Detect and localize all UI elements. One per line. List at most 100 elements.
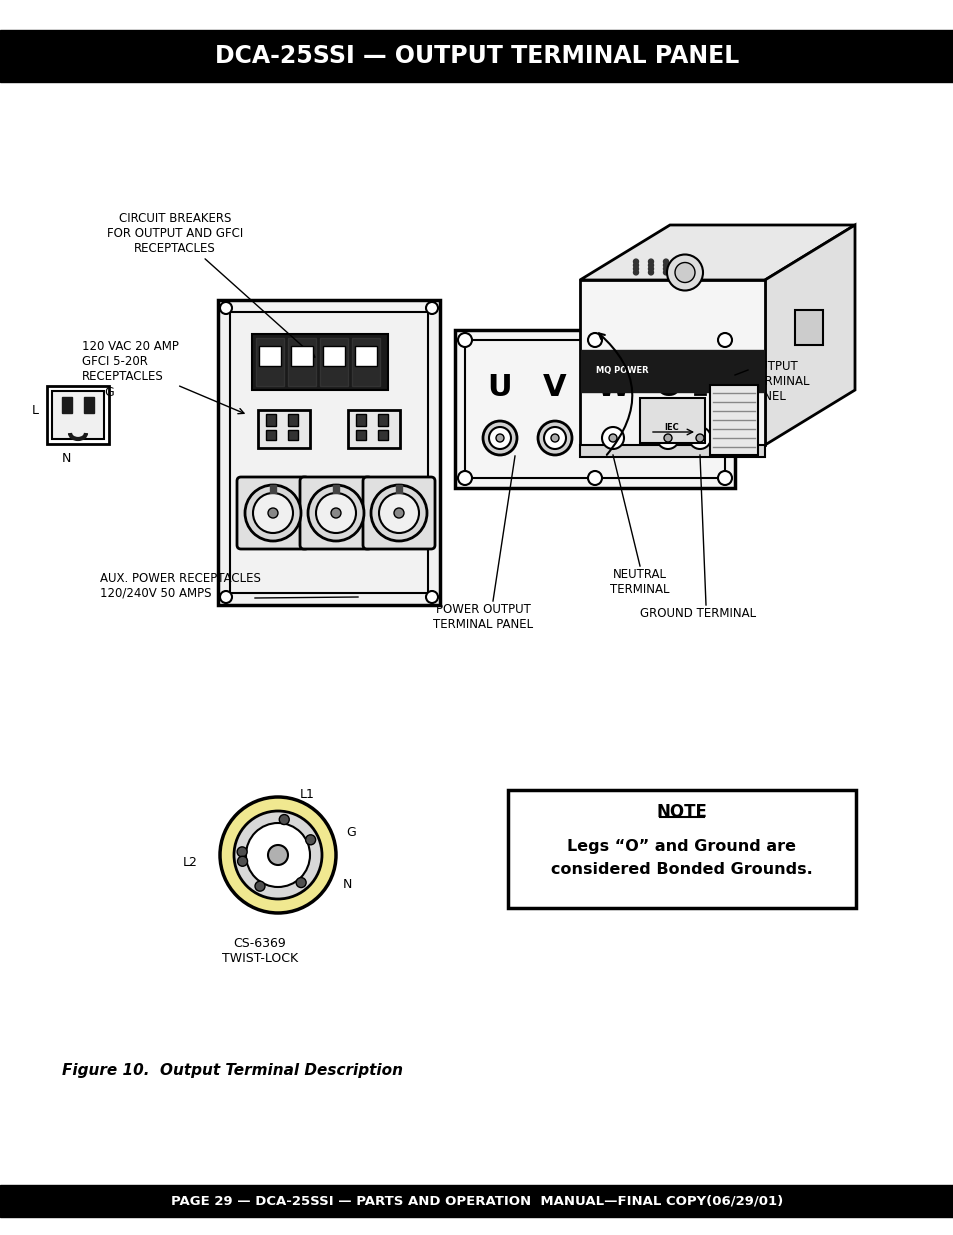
Circle shape	[315, 493, 355, 534]
Bar	[464, 340, 724, 478]
Bar	[395, 485, 401, 493]
Bar	[84, 396, 94, 412]
Circle shape	[587, 471, 601, 485]
Bar	[0, 1186, 953, 1216]
Bar	[62, 396, 71, 412]
Text: POWER OUTPUT
TERMINAL PANEL: POWER OUTPUT TERMINAL PANEL	[433, 603, 533, 631]
Circle shape	[678, 259, 682, 264]
Circle shape	[648, 263, 653, 268]
Circle shape	[718, 333, 731, 347]
Text: G: G	[346, 826, 355, 840]
Circle shape	[482, 421, 517, 454]
Text: CS-6369
TWIST-LOCK: CS-6369 TWIST-LOCK	[222, 937, 297, 965]
Circle shape	[220, 592, 232, 603]
Bar	[319, 338, 348, 387]
Circle shape	[220, 797, 335, 913]
Circle shape	[718, 471, 731, 485]
Bar	[218, 300, 439, 605]
Circle shape	[233, 811, 322, 899]
Bar	[352, 338, 379, 387]
Circle shape	[648, 267, 653, 272]
Circle shape	[331, 508, 340, 517]
Bar	[580, 350, 763, 391]
Circle shape	[601, 427, 623, 450]
Text: MQ POWER: MQ POWER	[595, 367, 648, 375]
Bar	[288, 430, 297, 440]
Circle shape	[489, 427, 511, 450]
Circle shape	[608, 433, 617, 442]
Circle shape	[633, 263, 638, 268]
Text: X: X	[252, 869, 259, 881]
Circle shape	[688, 427, 710, 450]
Circle shape	[633, 270, 638, 275]
Bar	[288, 338, 315, 387]
Circle shape	[496, 433, 503, 442]
Text: 120 VAC 20 AMP
GFCI 5-20R
RECEPTACLES: 120 VAC 20 AMP GFCI 5-20R RECEPTACLES	[82, 340, 179, 383]
FancyBboxPatch shape	[236, 477, 309, 550]
Circle shape	[648, 259, 653, 264]
Circle shape	[657, 427, 679, 450]
Circle shape	[675, 263, 695, 283]
Text: Legs “O” and Ground are
considered Bonded Grounds.: Legs “O” and Ground are considered Bonde…	[551, 840, 812, 877]
Circle shape	[268, 508, 277, 517]
Circle shape	[308, 485, 364, 541]
Circle shape	[662, 263, 668, 268]
Circle shape	[426, 592, 437, 603]
Polygon shape	[579, 225, 854, 280]
Text: G: G	[104, 387, 113, 399]
Circle shape	[254, 882, 265, 892]
Circle shape	[237, 847, 247, 857]
Circle shape	[662, 259, 668, 264]
Bar	[709, 385, 758, 454]
Circle shape	[666, 254, 702, 290]
Text: DCA-25SSI — OUTPUT TERMINAL PANEL: DCA-25SSI — OUTPUT TERMINAL PANEL	[214, 44, 739, 68]
Circle shape	[662, 270, 668, 275]
Circle shape	[279, 815, 289, 825]
Circle shape	[457, 471, 472, 485]
Circle shape	[394, 508, 403, 517]
Bar	[377, 414, 388, 426]
Circle shape	[246, 823, 310, 887]
Text: N: N	[343, 878, 352, 892]
Circle shape	[551, 433, 558, 442]
FancyBboxPatch shape	[299, 477, 372, 550]
Circle shape	[633, 259, 638, 264]
Circle shape	[678, 270, 682, 275]
Text: L2: L2	[183, 857, 198, 869]
Bar	[270, 485, 275, 493]
Bar	[355, 414, 366, 426]
Bar	[507, 790, 855, 908]
Circle shape	[295, 878, 306, 888]
Text: GROUND TERMINAL: GROUND TERMINAL	[639, 606, 756, 620]
Circle shape	[378, 493, 418, 534]
Text: W: W	[264, 888, 275, 898]
FancyBboxPatch shape	[363, 477, 435, 550]
Circle shape	[371, 485, 427, 541]
Circle shape	[237, 856, 247, 866]
Bar	[288, 414, 297, 426]
Circle shape	[537, 421, 572, 454]
Bar	[794, 310, 822, 345]
Text: N: N	[61, 452, 71, 464]
Text: CIRCUIT BREAKERS
FOR OUTPUT AND GFCI
RECEPTACLES: CIRCUIT BREAKERS FOR OUTPUT AND GFCI REC…	[107, 212, 243, 254]
Circle shape	[220, 303, 232, 314]
Circle shape	[693, 270, 698, 275]
Circle shape	[662, 267, 668, 272]
Bar	[348, 410, 399, 448]
Circle shape	[596, 421, 629, 454]
Text: NOTE: NOTE	[656, 803, 707, 821]
Circle shape	[245, 485, 301, 541]
Bar	[266, 430, 275, 440]
Text: PAGE 29 — DCA-25SSI — PARTS AND OPERATION  MANUAL—FINAL COPY(06/29/01): PAGE 29 — DCA-25SSI — PARTS AND OPERATIO…	[171, 1194, 782, 1208]
Circle shape	[682, 421, 717, 454]
Text: W: W	[596, 373, 629, 401]
Bar	[52, 391, 104, 438]
Circle shape	[693, 259, 698, 264]
Circle shape	[543, 427, 565, 450]
Bar	[255, 338, 284, 387]
Circle shape	[696, 433, 703, 442]
Bar	[266, 414, 275, 426]
Circle shape	[678, 267, 682, 272]
Text: Figure 10.  Output Terminal Description: Figure 10. Output Terminal Description	[62, 1062, 402, 1077]
Bar	[323, 346, 345, 366]
